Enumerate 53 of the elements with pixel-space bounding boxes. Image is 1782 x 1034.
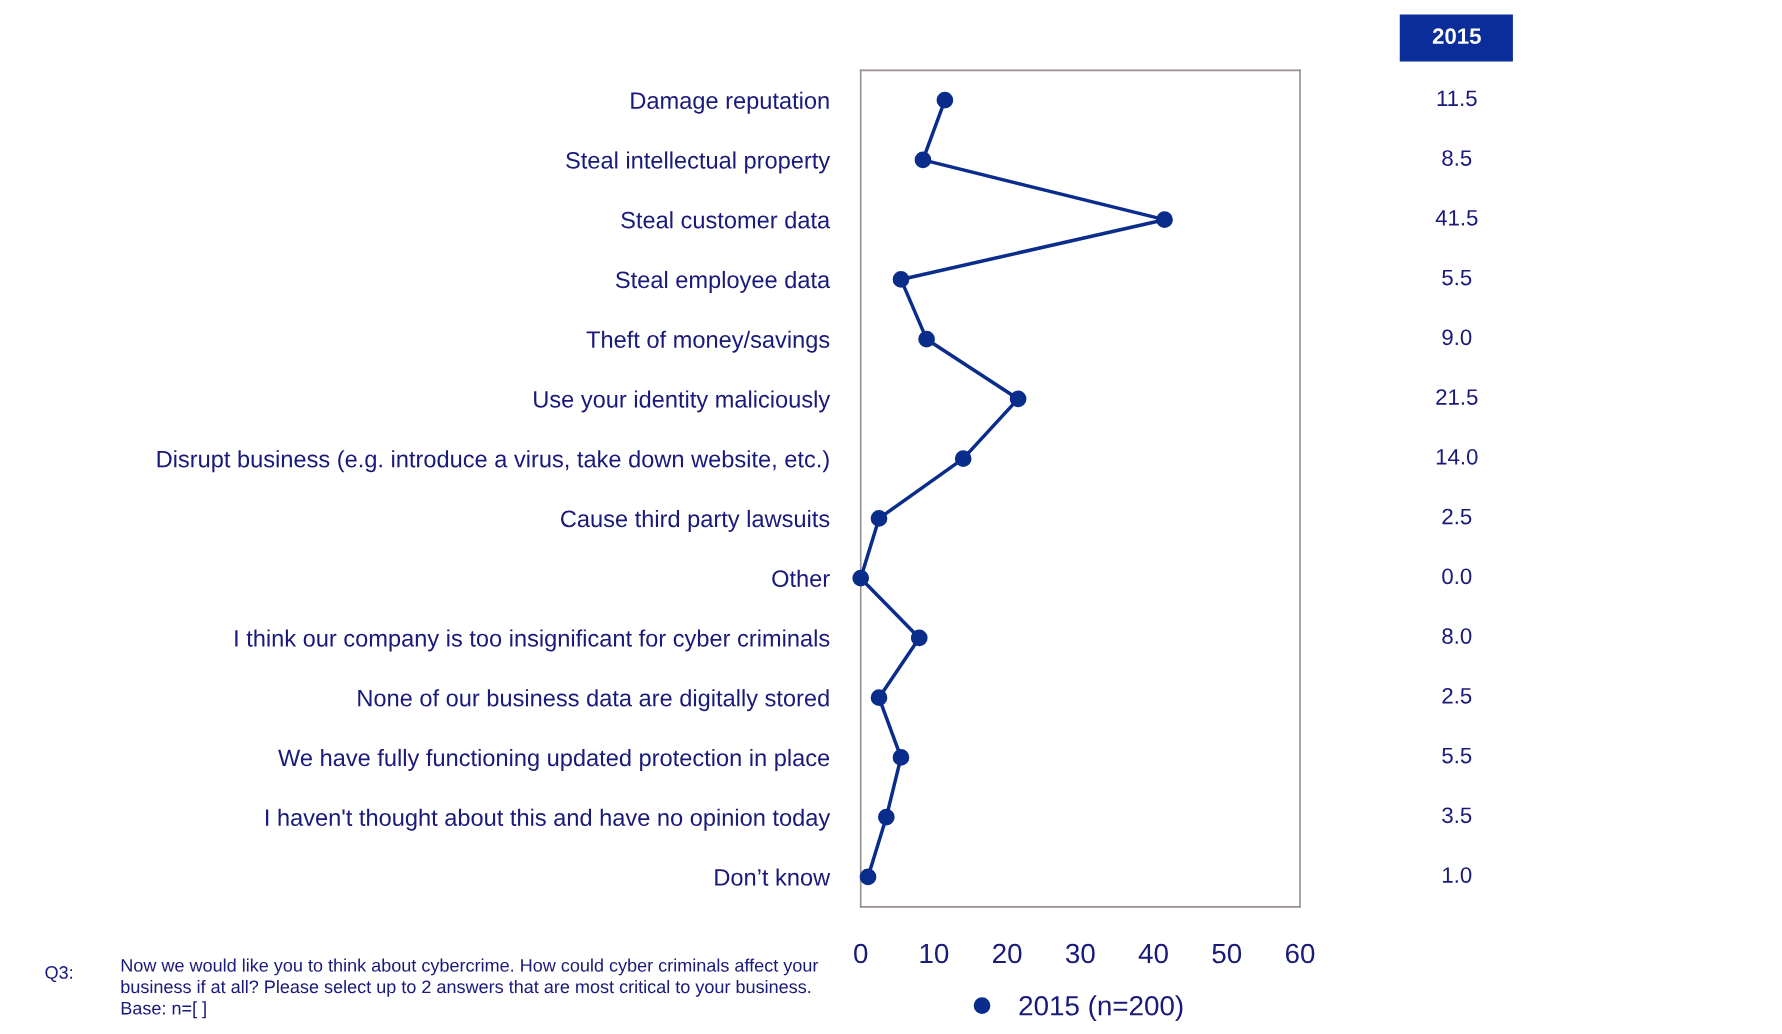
y-tick-label: None of our business data are digitally stored <box>358 689 829 712</box>
point <box>1156 211 1173 229</box>
y-tick-label: Cause third party lawsuits <box>561 509 830 532</box>
y-tick-label: Steal intellectual property <box>566 151 831 174</box>
text: Q3: <box>45 966 72 983</box>
data-label: 14.0 <box>1436 448 1478 465</box>
x-tick-label: 10 <box>920 943 949 964</box>
data-label: 8.5 <box>1442 150 1472 166</box>
y-tick-label: Steal employee data <box>615 270 831 293</box>
point <box>859 868 877 886</box>
x-tick-label: 30 <box>1065 943 1095 964</box>
point <box>852 569 870 587</box>
data-label: 2.5 <box>1442 508 1472 525</box>
y-tick-label: We have fully functioning updated protection in place <box>278 748 830 771</box>
data-label: 9.0 <box>1442 329 1472 346</box>
point <box>870 510 888 527</box>
x-tick-label: 50 <box>1212 943 1242 964</box>
data-label: 11.5 <box>1437 90 1477 107</box>
point <box>877 808 895 826</box>
point <box>914 151 932 169</box>
y-tick-label: Steal customer data <box>621 211 831 229</box>
y-tick-label: Don’t know <box>715 868 831 886</box>
text: Now we would like you to think about cybercrime. How could cyber criminals affect your business if at all? Please select up to 2 answers that are most critical to your business. Base: n=[ ] <box>121 958 819 1019</box>
data-label: 3.5 <box>1442 807 1472 824</box>
y-tick-label: Other <box>772 569 830 587</box>
text: 2015 <box>1432 28 1481 45</box>
data-label: 41.5 <box>1435 210 1478 226</box>
data-label: 5.5 <box>1442 269 1472 286</box>
x-tick-label: 60 <box>1285 943 1315 964</box>
y-tick-label: Theft of money/savings <box>586 330 830 353</box>
y-tick-label: I think our company is too insignificant for cyber criminals <box>235 629 830 652</box>
legend-label: 2015 (n=200) <box>1019 995 1183 1022</box>
x-tick-label: 40 <box>1138 943 1168 964</box>
x-tick-label: 0 <box>854 943 868 964</box>
point <box>870 689 888 707</box>
data-label: 8.0 <box>1442 628 1472 644</box>
data-label: 5.5 <box>1442 747 1472 764</box>
point <box>892 749 910 766</box>
data-label: 2.5 <box>1442 687 1472 704</box>
y-tick-label: Damage reputation <box>631 91 829 114</box>
data-label: 1.0 <box>1443 867 1472 883</box>
point <box>1009 390 1027 408</box>
point <box>936 91 954 109</box>
point <box>918 330 935 348</box>
y-tick-label: I haven't thought about this and have no opinion today <box>266 808 831 831</box>
data-label: 21.5 <box>1436 389 1478 405</box>
point <box>892 271 910 288</box>
x-tick-label: 20 <box>993 943 1022 964</box>
point <box>910 629 928 647</box>
y-tick-label: Disrupt business (e.g. introduce a virus, take down website, etc.) <box>157 450 829 473</box>
y-tick-label: Use your identity maliciously <box>534 390 831 413</box>
data-label: 0.0 <box>1442 568 1472 585</box>
point <box>954 450 972 468</box>
